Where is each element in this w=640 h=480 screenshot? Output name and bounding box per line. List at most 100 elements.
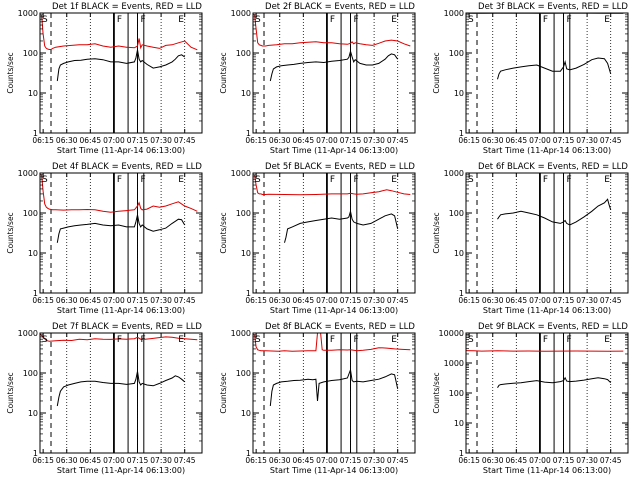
marker-f: F (330, 15, 335, 25)
marker-f: F (543, 175, 548, 185)
y-axis-label: Counts/sec (432, 52, 441, 93)
x-tick-label: 06:30 (482, 296, 504, 305)
subplot-3: Det 3f BLACK = Events, RED = LLD 1 10 100 10… (432, 2, 629, 155)
marker-e: E (391, 15, 397, 25)
y-tick-label: 100 (23, 209, 38, 218)
x-tick-label: 07:30 (576, 456, 598, 465)
y-tick-label: 10 (454, 89, 464, 98)
y-tick-label: 10 (454, 419, 464, 428)
plot-frame (465, 172, 629, 294)
x-axis-label: Start Time (11-Apr-14 06:13:00) (270, 146, 398, 155)
x-tick-label: 06:45 (80, 136, 102, 145)
y-tick-label: 1000 (444, 169, 464, 178)
x-tick-label: 06:30 (482, 456, 504, 465)
plot-frame (252, 172, 416, 294)
marker-f: F (117, 335, 122, 345)
marker-e: E (178, 15, 184, 25)
x-tick-label: 06:15 (32, 136, 54, 145)
x-axis-label: Start Time (11-Apr-14 06:13:00) (483, 146, 611, 155)
lld-series (40, 174, 198, 213)
y-tick-label: 1000 (444, 359, 464, 368)
x-tick-label: 07:15 (127, 136, 149, 145)
plot-title: Det 6f BLACK = Events, RED = LLD (478, 162, 628, 172)
marker-f: F (567, 335, 572, 345)
y-axis-label: Counts/sec (432, 372, 441, 413)
plot-frame (39, 332, 203, 454)
y-tick-label: 100 (23, 49, 38, 58)
plot-title: Det 5f BLACK = Events, RED = LLD (265, 162, 415, 172)
marker-s: S (468, 175, 474, 185)
x-axis-label: Start Time (11-Apr-14 06:13:00) (270, 306, 398, 315)
x-axis-label: Start Time (11-Apr-14 06:13:00) (57, 466, 185, 475)
x-tick-label: 07:45 (174, 296, 196, 305)
x-tick-label: 06:30 (482, 136, 504, 145)
x-tick-label: 07:45 (174, 456, 196, 465)
x-tick-label: 07:00 (529, 136, 551, 145)
y-tick-label: 1000 (18, 329, 38, 338)
y-tick-label: 1 (459, 129, 464, 138)
marker-f: F (141, 335, 146, 345)
plot-title: Det 8f BLACK = Events, RED = LLD (265, 322, 415, 332)
x-tick-label: 07:00 (529, 456, 551, 465)
x-tick-label: 07:15 (340, 456, 362, 465)
x-tick-label: 07:00 (316, 296, 338, 305)
y-axis-label: Counts/sec (219, 372, 228, 413)
x-tick-label: 06:15 (245, 456, 267, 465)
plot-title: Det 9f BLACK = Events, RED = LLD (478, 322, 628, 332)
marker-s: S (42, 15, 48, 25)
x-tick-label: 07:00 (529, 296, 551, 305)
x-tick-label: 06:45 (293, 136, 315, 145)
marker-f: F (330, 335, 335, 345)
x-tick-label: 07:00 (103, 136, 125, 145)
plot-frame (465, 12, 629, 134)
x-tick-label: 07:15 (127, 456, 149, 465)
y-tick-label: 1000 (444, 9, 464, 18)
events-series (56, 214, 186, 243)
y-tick-label: 1000 (231, 9, 251, 18)
marker-s: S (255, 335, 261, 345)
lld-series (39, 14, 198, 51)
events-series (497, 57, 612, 80)
y-axis-label: Counts/sec (6, 372, 15, 413)
plot-frame (39, 12, 203, 134)
x-tick-label: 07:45 (387, 296, 409, 305)
x-tick-label: 07:45 (387, 456, 409, 465)
x-axis-label: Start Time (11-Apr-14 06:13:00) (57, 146, 185, 155)
plot-title: Det 7f BLACK = Events, RED = LLD (52, 322, 202, 332)
y-tick-label: 10 (454, 249, 464, 258)
y-tick-label: 10 (241, 89, 251, 98)
y-tick-label: 1000 (18, 9, 38, 18)
x-tick-label: 07:15 (553, 136, 575, 145)
y-tick-label: 1 (246, 449, 251, 458)
y-tick-label: 10 (28, 249, 38, 258)
x-tick-label: 07:15 (553, 296, 575, 305)
plot-frame (252, 332, 416, 454)
marker-f: F (567, 175, 572, 185)
x-tick-label: 06:15 (245, 136, 267, 145)
y-tick-label: 1000 (231, 329, 251, 338)
y-tick-label: 1 (459, 449, 464, 458)
y-tick-label: 100 (449, 389, 464, 398)
marker-f: F (330, 175, 335, 185)
y-tick-label: 1000 (231, 169, 251, 178)
y-tick-label: 1 (33, 289, 38, 298)
x-tick-label: 07:15 (553, 456, 575, 465)
subplot-8: Det 8f BLACK = Events, RED = LLD 1 10 100 10… (219, 322, 416, 475)
x-tick-label: 06:15 (458, 136, 480, 145)
marker-e: E (178, 335, 184, 345)
x-tick-label: 07:00 (316, 136, 338, 145)
subplot-5: Det 5f BLACK = Events, RED = LLD 1 10 100 10… (219, 162, 416, 315)
x-tick-label: 07:15 (127, 296, 149, 305)
x-tick-label: 07:30 (576, 136, 598, 145)
x-tick-label: 07:15 (340, 136, 362, 145)
x-tick-label: 06:15 (458, 296, 480, 305)
x-tick-label: 06:30 (269, 296, 291, 305)
marker-s: S (255, 175, 261, 185)
x-tick-label: 06:30 (56, 296, 78, 305)
x-tick-label: 06:45 (506, 296, 528, 305)
y-tick-label: 100 (236, 209, 251, 218)
x-tick-label: 07:30 (363, 296, 385, 305)
events-series (269, 367, 399, 407)
x-tick-label: 07:00 (103, 296, 125, 305)
